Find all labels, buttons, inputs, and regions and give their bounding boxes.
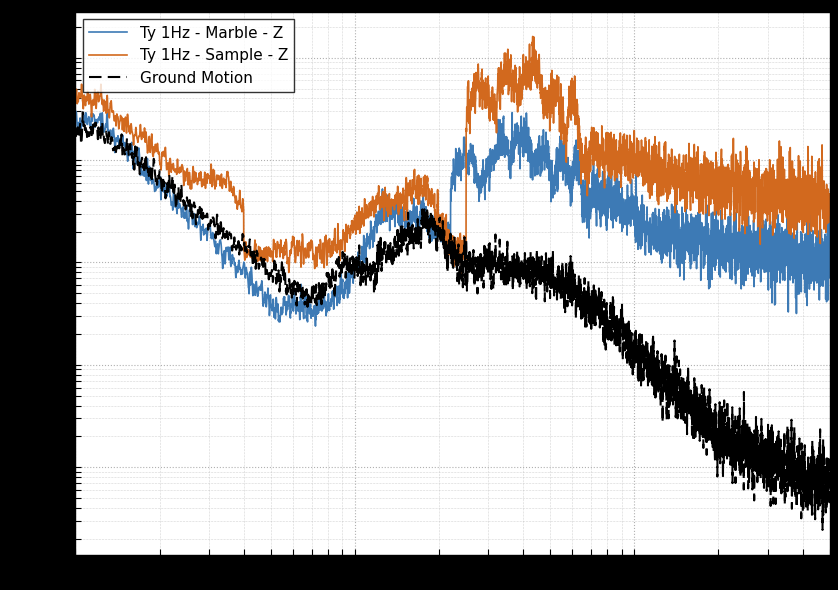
Ty 1Hz - Sample - Z	[523, 75, 533, 82]
Ty 1Hz - Marble - Z	[561, 154, 572, 161]
Ty 1Hz - Marble - Z	[102, 107, 112, 114]
Ty 1Hz - Sample - Z	[528, 33, 538, 40]
Ty 1Hz - Sample - Z	[825, 195, 835, 202]
Ground Motion	[523, 252, 533, 259]
Ground Motion	[818, 526, 828, 533]
Ty 1Hz - Marble - Z	[634, 242, 644, 249]
Ty 1Hz - Sample - Z	[634, 137, 644, 145]
Ty 1Hz - Sample - Z	[207, 182, 217, 189]
Ty 1Hz - Sample - Z	[561, 153, 572, 160]
Ground Motion	[208, 213, 218, 220]
Ground Motion	[691, 434, 701, 441]
Line: Ty 1Hz - Sample - Z: Ty 1Hz - Sample - Z	[75, 37, 830, 276]
Line: Ty 1Hz - Marble - Z: Ty 1Hz - Marble - Z	[75, 110, 830, 326]
Ground Motion	[561, 271, 571, 278]
Ty 1Hz - Sample - Z	[70, 99, 80, 106]
Line: Ground Motion: Ground Motion	[75, 112, 830, 530]
Ty 1Hz - Marble - Z	[691, 212, 701, 219]
Ty 1Hz - Marble - Z	[523, 158, 533, 165]
Ground Motion	[78, 109, 88, 116]
Ty 1Hz - Marble - Z	[825, 274, 835, 281]
Ground Motion	[70, 124, 80, 131]
Ty 1Hz - Marble - Z	[310, 323, 320, 330]
Ty 1Hz - Marble - Z	[359, 239, 369, 246]
Ty 1Hz - Marble - Z	[208, 229, 218, 236]
Ty 1Hz - Sample - Z	[359, 218, 369, 225]
Ground Motion	[825, 500, 835, 507]
Ty 1Hz - Marble - Z	[70, 110, 80, 117]
Ground Motion	[634, 356, 644, 363]
Legend: Ty 1Hz - Marble - Z, Ty 1Hz - Sample - Z, Ground Motion: Ty 1Hz - Marble - Z, Ty 1Hz - Sample - Z…	[83, 19, 294, 92]
Ty 1Hz - Sample - Z	[691, 169, 701, 176]
Ty 1Hz - Sample - Z	[457, 272, 467, 279]
Ground Motion	[359, 264, 369, 271]
